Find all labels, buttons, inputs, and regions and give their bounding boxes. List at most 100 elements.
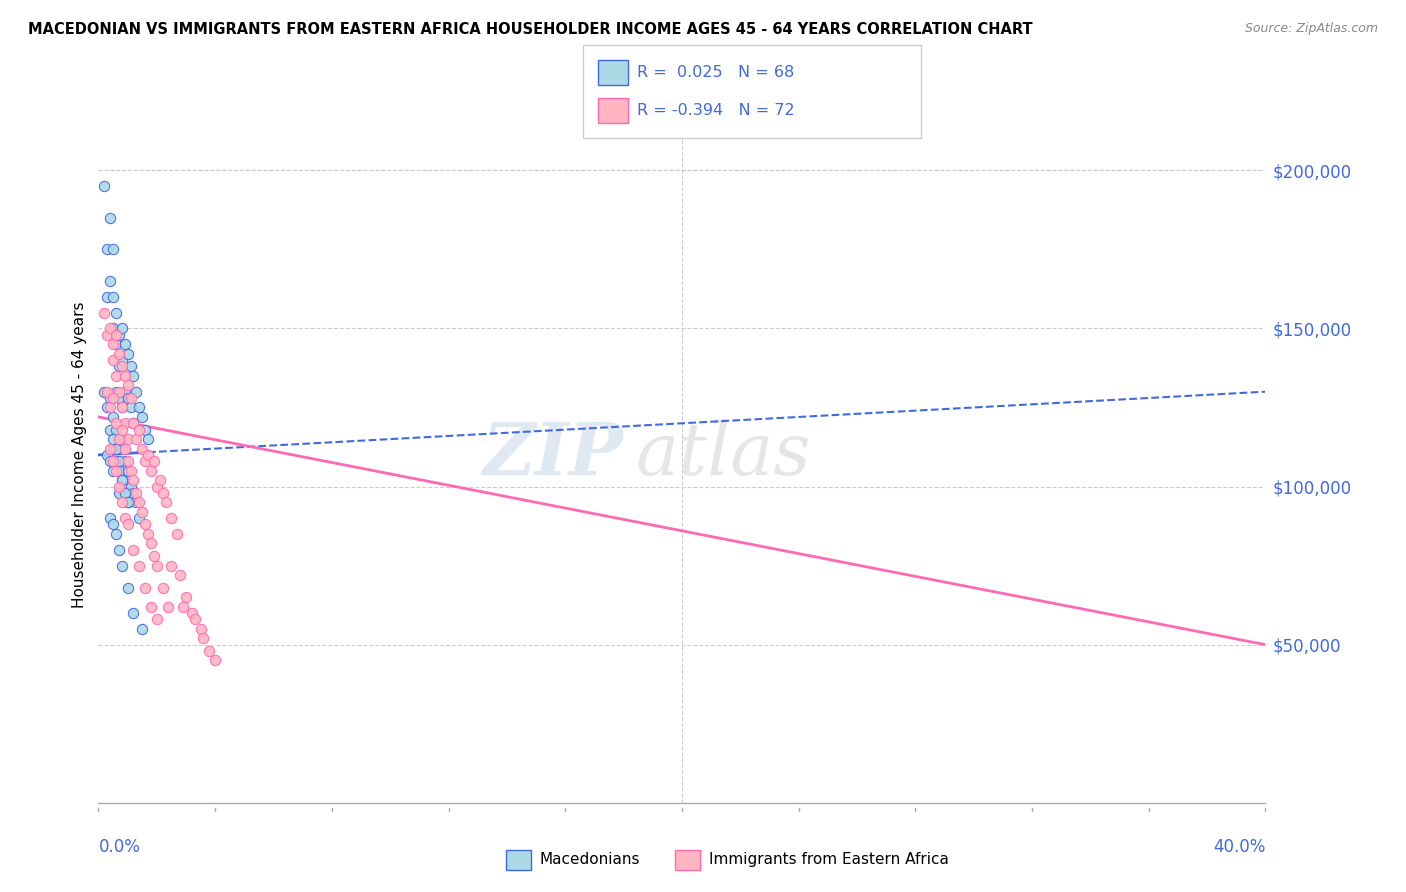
Point [120, 464, 142, 478]
Point [117, 495, 139, 509]
Point [204, 653, 226, 667]
Point [128, 511, 150, 525]
Point [111, 401, 134, 415]
Point [104, 442, 127, 456]
Point [122, 473, 145, 487]
Point [120, 479, 142, 493]
Point [122, 486, 145, 500]
Point [104, 464, 127, 478]
Point [155, 495, 177, 509]
Point [180, 606, 202, 620]
Point [93, 179, 115, 194]
Text: R =  0.025   N = 68: R = 0.025 N = 68 [637, 65, 794, 79]
Point [104, 454, 127, 468]
Point [96, 401, 118, 415]
Point [104, 337, 127, 351]
Point [139, 464, 162, 478]
Point [139, 599, 162, 614]
Point [101, 337, 124, 351]
Point [93, 305, 115, 319]
Point [101, 391, 124, 405]
Text: R = -0.394   N = 72: R = -0.394 N = 72 [637, 103, 794, 118]
Point [108, 391, 131, 405]
Point [131, 622, 153, 636]
Point [96, 327, 118, 342]
Point [128, 558, 150, 573]
Point [111, 353, 134, 368]
Point [122, 417, 145, 431]
Point [117, 432, 139, 446]
Point [96, 384, 118, 399]
Point [98, 454, 121, 468]
Point [117, 581, 139, 595]
Point [174, 591, 197, 605]
Point [117, 347, 139, 361]
Text: ZIP: ZIP [482, 419, 624, 491]
Point [108, 327, 131, 342]
Point [104, 368, 127, 383]
Point [122, 606, 145, 620]
Point [117, 454, 139, 468]
Point [108, 359, 131, 374]
Point [117, 517, 139, 532]
Point [122, 368, 145, 383]
Point [152, 581, 174, 595]
Point [114, 368, 136, 383]
Point [111, 558, 134, 573]
Point [108, 464, 131, 478]
Point [98, 321, 121, 335]
Point [117, 378, 139, 392]
Point [134, 581, 156, 595]
Point [149, 473, 172, 487]
Point [125, 432, 148, 446]
Point [98, 423, 121, 437]
Point [101, 517, 124, 532]
Point [111, 321, 134, 335]
Point [111, 359, 134, 374]
Point [101, 243, 124, 257]
Point [122, 417, 145, 431]
Point [96, 243, 118, 257]
Point [117, 391, 139, 405]
Point [108, 479, 131, 493]
Point [190, 622, 212, 636]
Point [98, 391, 121, 405]
Point [117, 464, 139, 478]
Point [134, 423, 156, 437]
Point [120, 401, 142, 415]
Point [114, 511, 136, 525]
Point [125, 495, 148, 509]
Point [160, 558, 183, 573]
Point [111, 473, 134, 487]
Point [131, 442, 153, 456]
Point [93, 384, 115, 399]
Point [125, 486, 148, 500]
Point [111, 495, 134, 509]
Point [101, 409, 124, 424]
Point [136, 527, 159, 541]
Point [111, 442, 134, 456]
Point [98, 442, 121, 456]
Point [131, 409, 153, 424]
Point [157, 599, 180, 614]
Point [146, 479, 169, 493]
Point [114, 486, 136, 500]
Point [114, 337, 136, 351]
Point [114, 417, 136, 431]
Point [108, 432, 131, 446]
Point [101, 442, 124, 456]
Text: Immigrants from Eastern Africa: Immigrants from Eastern Africa [709, 853, 949, 867]
Point [136, 432, 159, 446]
Point [108, 486, 131, 500]
Point [104, 305, 127, 319]
Point [104, 384, 127, 399]
Point [152, 486, 174, 500]
Point [108, 432, 131, 446]
Point [193, 632, 215, 646]
Point [128, 401, 150, 415]
Point [122, 542, 145, 557]
Point [101, 432, 124, 446]
Point [183, 612, 205, 626]
Point [111, 423, 134, 437]
Point [114, 442, 136, 456]
